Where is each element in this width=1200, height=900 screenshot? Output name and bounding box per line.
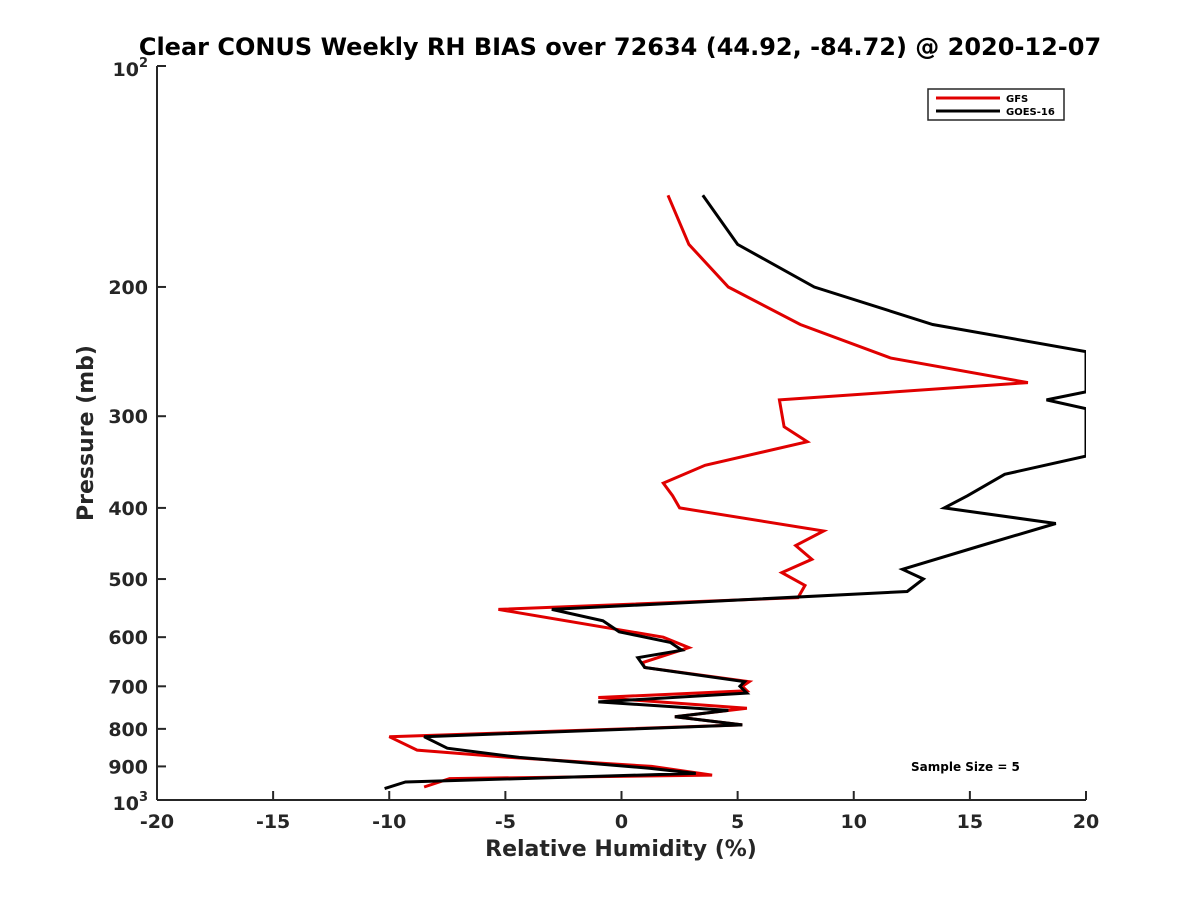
sample-size-annotation: Sample Size = 5	[911, 760, 1020, 774]
legend-label-goes16: GOES-16	[1006, 107, 1055, 118]
x-tick-label: -20	[140, 811, 174, 833]
series-group	[384, 194, 1086, 791]
x-ticks: -20 -15 -10 -5 0 5 10 15 20	[140, 791, 1099, 833]
x-tick-label: 0	[615, 811, 628, 833]
y-tick-label-bottom: 103	[113, 790, 149, 815]
y-tick-label: 900	[108, 756, 148, 778]
y-tick-label: 300	[108, 406, 148, 428]
x-tick-label: -10	[372, 811, 406, 833]
series-line-gfs	[388, 194, 1029, 789]
y-tick-label-top: 102	[113, 56, 149, 81]
y-tick-label: 600	[108, 627, 148, 649]
y-tick-label: 500	[108, 569, 148, 591]
y-tick-label: 200	[108, 277, 148, 299]
y-axis-label: Pressure (mb)	[74, 345, 99, 521]
x-tick-label: 15	[957, 811, 983, 833]
y-tick-label: 700	[108, 676, 148, 698]
series-line-goes16	[384, 194, 1086, 791]
legend-box	[927, 88, 1065, 121]
legend: GFS GOES-16	[927, 88, 1065, 121]
x-tick-label: 5	[731, 811, 744, 833]
x-tick-label: -5	[495, 811, 516, 833]
legend-label-gfs: GFS	[1006, 94, 1028, 105]
y-tick-label: 400	[108, 498, 148, 520]
x-axis-label: Relative Humidity (%)	[485, 837, 757, 862]
x-tick-label: 20	[1073, 811, 1099, 833]
y-tick-label: 800	[108, 719, 148, 741]
x-tick-label: 10	[841, 811, 867, 833]
y-ticks: 200 300 400 500 600 700 800 900	[108, 65, 166, 801]
x-tick-label: -15	[256, 811, 290, 833]
chart-title: Clear CONUS Weekly RH BIAS over 72634 (4…	[139, 33, 1101, 61]
